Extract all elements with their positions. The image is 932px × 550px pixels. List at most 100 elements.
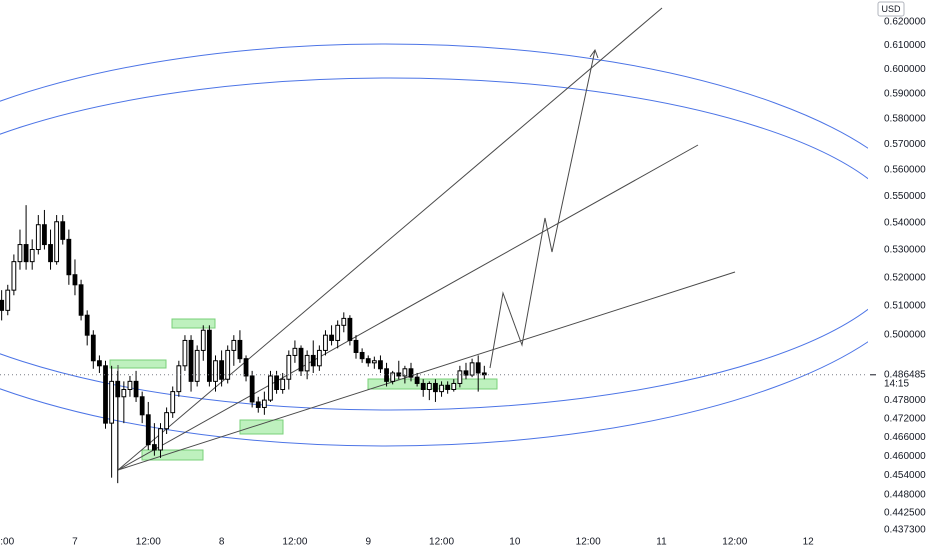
candle-body xyxy=(121,388,127,398)
candle-body xyxy=(78,284,84,316)
candle-body xyxy=(286,354,292,380)
candles xyxy=(0,205,868,484)
candle-body xyxy=(139,396,145,416)
price-axis: USD 0.620000 0.610000 0.600000 0.590000 0.58… xyxy=(870,1,926,536)
trend-line xyxy=(117,144,699,471)
y-tick-label: 0.500000 xyxy=(884,330,926,341)
candle-body xyxy=(176,365,182,393)
candle-body xyxy=(323,334,328,351)
candle-body xyxy=(115,380,121,398)
candle-body xyxy=(378,360,383,370)
y-tick-label: 0.478000 xyxy=(884,395,926,406)
candle-body xyxy=(433,382,438,393)
candle-body xyxy=(249,375,255,403)
zone xyxy=(141,449,204,461)
y-tick-label: 0.510000 xyxy=(884,301,926,312)
candle-body xyxy=(298,347,304,372)
candle-body xyxy=(243,358,249,377)
y-tick-label: 0.472000 xyxy=(884,413,926,424)
candle-body xyxy=(164,412,170,430)
zone xyxy=(109,359,167,369)
x-tick-label: 12:00 xyxy=(0,537,15,548)
candle-body xyxy=(200,329,206,351)
ellipse xyxy=(0,43,868,447)
candle-body xyxy=(42,224,47,246)
candle-body xyxy=(451,382,457,390)
candle-body xyxy=(5,289,11,311)
candle-body xyxy=(231,339,237,351)
candle-body xyxy=(219,360,224,380)
candle-body xyxy=(237,339,243,360)
y-tick-label: 0.560000 xyxy=(884,165,926,176)
candle-body xyxy=(48,244,53,263)
candle-body xyxy=(188,339,194,382)
arrow-head xyxy=(589,48,599,59)
trend-line xyxy=(117,7,663,471)
x-tick-label: 9 xyxy=(365,537,371,548)
y-tick-label: 0.600000 xyxy=(884,64,926,75)
x-tick-label: 12:00 xyxy=(722,537,747,548)
y-tick-label: 0.448000 xyxy=(884,489,926,500)
candle-body xyxy=(90,334,96,362)
candle-body xyxy=(316,349,322,367)
candle-body xyxy=(347,317,353,341)
candle-body xyxy=(310,354,316,367)
x-tick-label: 10 xyxy=(509,537,521,548)
ellipse xyxy=(0,77,868,411)
y-tick-label: 0.520000 xyxy=(884,272,926,283)
y-tick-label: 0.550000 xyxy=(884,191,926,202)
x-tick-label: 12:00 xyxy=(136,537,161,548)
candle-body xyxy=(11,261,17,291)
candle-body xyxy=(0,299,5,311)
candle-body xyxy=(341,317,347,326)
candle-body xyxy=(268,375,273,401)
candle-body xyxy=(127,380,133,390)
candle-body xyxy=(84,314,90,336)
candle-body xyxy=(97,360,102,367)
candle-body xyxy=(213,360,218,382)
candle-body xyxy=(29,249,35,263)
candle-body xyxy=(17,244,23,263)
x-tick-label: 12 xyxy=(803,537,815,548)
x-tick-label: 12:00 xyxy=(576,537,601,548)
countdown: 14:15 xyxy=(884,378,909,389)
y-tick-label: 0.530000 xyxy=(884,245,926,256)
y-tick-label: 0.610000 xyxy=(884,40,926,51)
currency: USD xyxy=(881,4,901,14)
candle-body xyxy=(329,334,334,341)
candle-body xyxy=(103,365,108,424)
candle-body xyxy=(170,391,176,414)
candle-body xyxy=(457,370,463,384)
x-tick-label: 8 xyxy=(219,537,225,548)
candle-body xyxy=(426,382,432,390)
y-tick-label: 0.590000 xyxy=(884,89,926,100)
x-tick-label: 7 xyxy=(72,537,78,548)
candle-body xyxy=(158,428,163,451)
candle-body xyxy=(274,375,279,390)
candle-body xyxy=(145,414,151,446)
candle-body xyxy=(353,339,359,353)
y-tick-label: 0.454000 xyxy=(884,470,926,481)
candle-body xyxy=(475,362,481,374)
candle-body xyxy=(304,354,310,372)
candle-body xyxy=(60,221,66,240)
candle-body xyxy=(261,399,267,408)
zone xyxy=(367,378,498,390)
candle-body xyxy=(109,380,115,424)
trend-line xyxy=(117,271,736,471)
candle-body xyxy=(72,274,78,286)
candle-body xyxy=(371,360,377,364)
drawings xyxy=(0,7,868,471)
candle-body xyxy=(206,329,212,382)
candle-body xyxy=(445,384,451,390)
y-tick-label: 0.570000 xyxy=(884,139,926,150)
candle-body xyxy=(54,221,60,263)
x-tick-label: 12:00 xyxy=(429,537,454,548)
candle-body xyxy=(225,349,231,380)
y-tick-label: 0.580000 xyxy=(884,113,926,124)
candle-body xyxy=(280,378,286,390)
candle-body xyxy=(182,339,188,367)
candle-body xyxy=(365,358,371,364)
candle-body xyxy=(335,324,341,341)
candle-body xyxy=(23,244,29,263)
